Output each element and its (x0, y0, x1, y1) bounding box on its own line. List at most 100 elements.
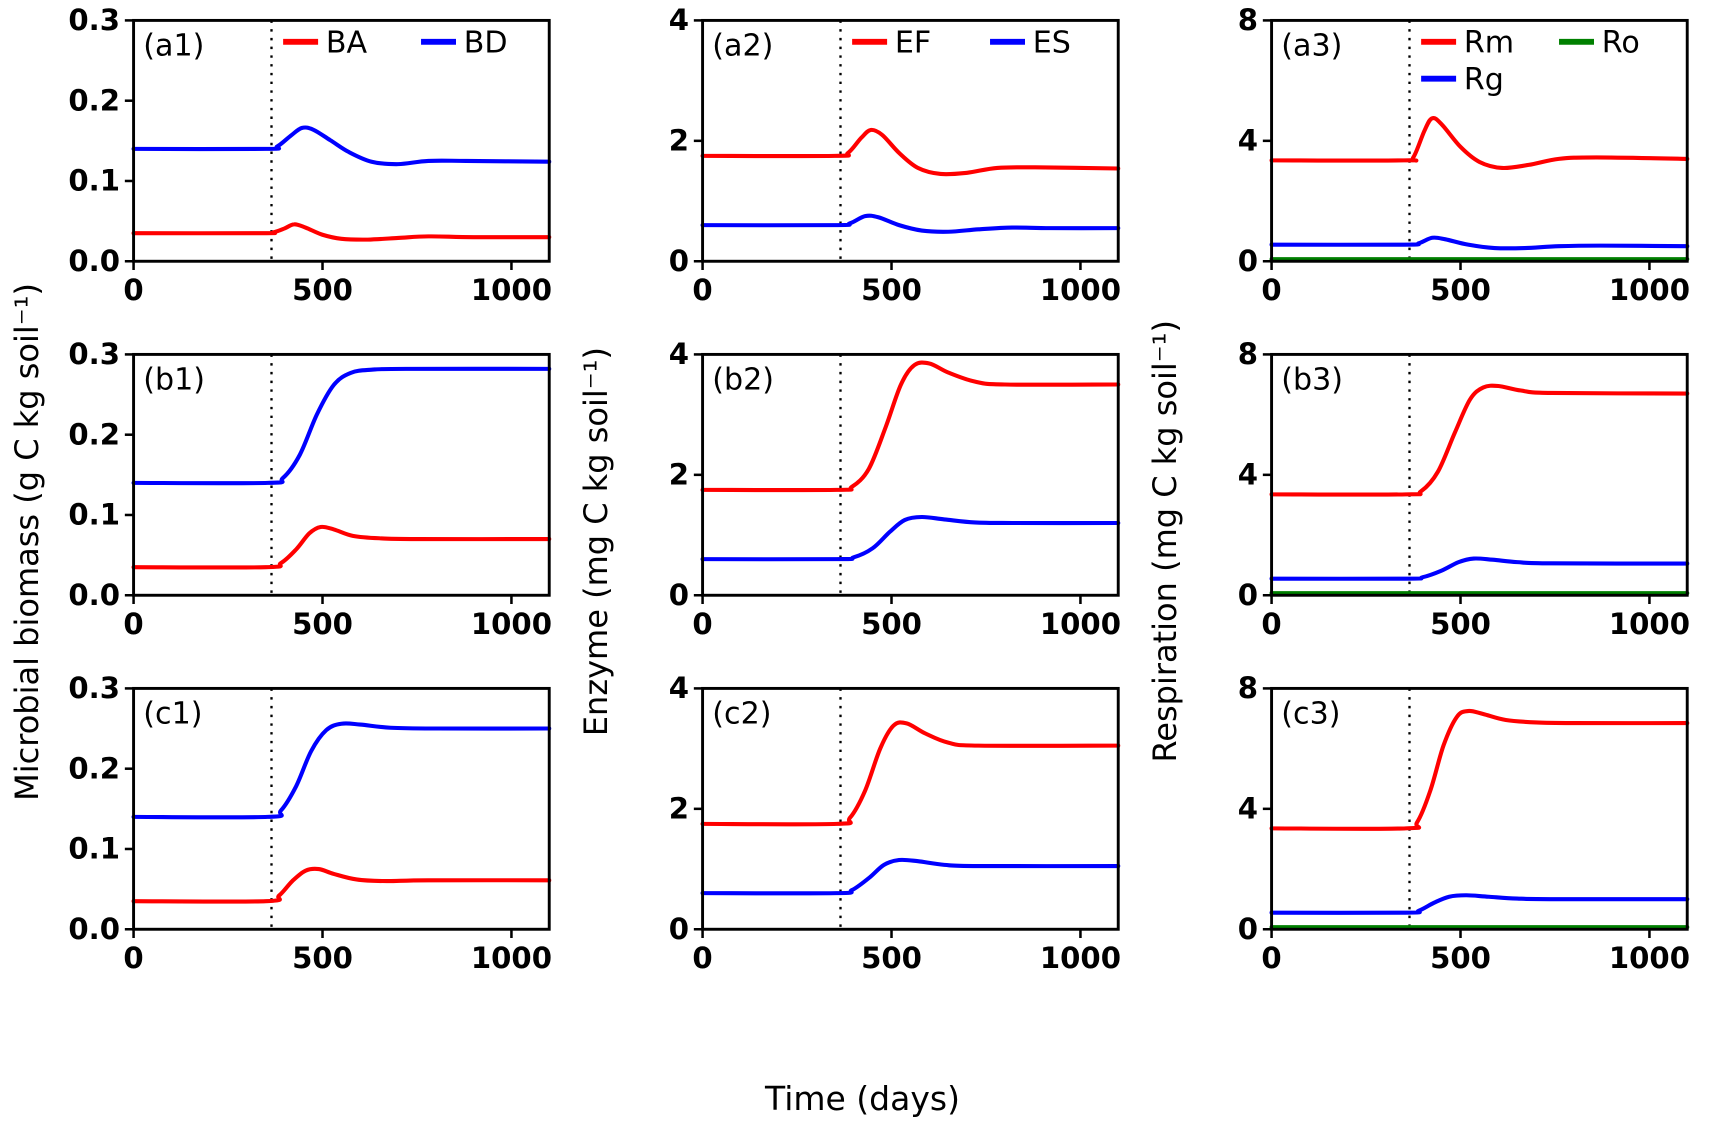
panel-a2: 0 500 1000 0 2 4 (a2) EF ES (669, 8, 1121, 307)
panels-enzyme: 0 500 1000 0 2 4 (a2) EF ES 0 500 1000 0 2 4 (b2) 0 500… (621, 8, 1126, 1075)
y-tick-label: 0 (1238, 244, 1258, 278)
y-tick-label: 0 (669, 578, 689, 612)
panel-a3: 0 500 1000 0 4 8 (a3) Rm Ro Rg (1238, 8, 1690, 307)
ylabel-biomass-wrap: Microbial biomass (g C kg soil⁻¹) (2, 8, 52, 1075)
x-tick-label: 500 (861, 941, 922, 975)
x-tick-label: 0 (1261, 941, 1281, 975)
panel-c3: 0 500 1000 0 4 8 (c3) (1238, 676, 1690, 975)
series-EF (700, 360, 1121, 493)
x-tick-label: 1000 (1609, 607, 1690, 641)
x-tick-label: 1000 (471, 607, 552, 641)
legend-label-Ro: Ro (1602, 25, 1640, 60)
y-tick-label: 0.0 (68, 578, 120, 612)
y-tick-label: 2 (669, 458, 689, 492)
legend-label-BD: BD (464, 25, 508, 60)
y-tick-label: 0.1 (68, 498, 120, 532)
legend-label-BA: BA (326, 25, 368, 60)
x-tick-label: 500 (292, 607, 353, 641)
plot-frame (132, 18, 551, 263)
y-tick-label: 8 (1238, 342, 1258, 371)
panel-label: (a1) (143, 28, 204, 63)
ylabel-biomass: Microbial biomass (g C kg soil⁻¹) (8, 282, 46, 801)
ylabel-respiration-wrap: Respiration (mg C kg soil⁻¹) (1140, 8, 1190, 1075)
y-tick-label: 0.0 (68, 912, 120, 946)
column-biomass: Microbial biomass (g C kg soil⁻¹) 0 500 10… (2, 8, 557, 1075)
panel-label: (b1) (143, 362, 205, 397)
series-BA (131, 222, 552, 242)
x-tick-label: 500 (861, 607, 922, 641)
y-tick-label: 0 (669, 244, 689, 278)
panel-b3: 0 500 1000 0 4 8 (b3) (1238, 342, 1690, 641)
series-Rm (1269, 708, 1690, 831)
ylabel-enzyme: Enzyme (mg C kg soil⁻¹) (577, 346, 615, 737)
y-tick-label: 8 (1238, 676, 1258, 705)
series-BD (131, 125, 552, 167)
legend-label-Rg: Rg (1464, 62, 1504, 97)
x-tick-label: 1000 (1040, 607, 1121, 641)
legend-label-ES: ES (1033, 25, 1071, 60)
series-BD (131, 366, 552, 486)
xlabel-time: Time (days) (765, 1079, 960, 1118)
y-tick-label: 0 (1238, 578, 1258, 612)
y-tick-label: 0.3 (68, 342, 120, 371)
series-BD (131, 721, 552, 820)
y-tick-label: 0.3 (68, 676, 120, 705)
series-ES (700, 213, 1121, 234)
y-tick-label: 4 (1238, 792, 1258, 826)
x-tick-label: 500 (292, 273, 353, 307)
panel-grid: Microbial biomass (g C kg soil⁻¹) 0 500 10… (2, 8, 1723, 1075)
legend-label-EF: EF (895, 25, 931, 60)
y-tick-label: 4 (669, 8, 689, 37)
column-respiration: Respiration (mg C kg soil⁻¹) 0 500 1000 0 4 8… (1140, 8, 1695, 1075)
y-tick-label: 0.1 (68, 164, 120, 198)
plot-frame (132, 352, 551, 597)
ylabel-enzyme-wrap: Enzyme (mg C kg soil⁻¹) (571, 8, 621, 1075)
y-tick-label: 0.3 (68, 8, 120, 37)
x-tick-label: 0 (123, 273, 143, 307)
series-EF (700, 127, 1121, 177)
x-tick-label: 0 (123, 941, 143, 975)
series-Rm (1269, 116, 1690, 171)
y-tick-label: 0 (1238, 912, 1258, 946)
y-tick-label: 8 (1238, 8, 1258, 37)
series-BA (131, 524, 552, 570)
panel-label: (c1) (143, 696, 202, 731)
x-tick-label: 0 (692, 273, 712, 307)
y-tick-label: 4 (669, 342, 689, 371)
panel-label: (b2) (712, 362, 774, 397)
y-tick-label: 2 (669, 124, 689, 158)
x-tick-label: 500 (1430, 607, 1491, 641)
legend-label-Rm: Rm (1464, 25, 1514, 60)
panel-label: (a2) (712, 28, 773, 63)
x-tick-label: 1000 (471, 941, 552, 975)
series-ES (700, 514, 1121, 562)
panel-label: (a3) (1281, 28, 1342, 63)
x-tick-label: 1000 (1609, 273, 1690, 307)
x-tick-label: 1000 (471, 273, 552, 307)
panel-b1: 0 500 1000 0.0 0.1 0.2 0.3 (b1) (68, 342, 552, 641)
y-tick-label: 4 (1238, 124, 1258, 158)
x-tick-label: 500 (1430, 941, 1491, 975)
panel-c1: 0 500 1000 0.0 0.1 0.2 0.3 (c1) (68, 676, 552, 975)
x-tick-label: 1000 (1040, 941, 1121, 975)
y-tick-label: 0.0 (68, 244, 120, 278)
series-ES (700, 857, 1121, 896)
y-tick-label: 2 (669, 792, 689, 826)
x-tick-label: 500 (1430, 273, 1491, 307)
panel-b2: 0 500 1000 0 2 4 (b2) (669, 342, 1121, 641)
panels-respiration: 0 500 1000 0 4 8 (a3) Rm Ro Rg 0 500 1000 0 4 8 (b3) 0 5… (1190, 8, 1695, 1075)
x-tick-label: 1000 (1040, 273, 1121, 307)
y-tick-label: 4 (669, 676, 689, 705)
series-EF (700, 720, 1121, 827)
y-tick-label: 0.1 (68, 832, 120, 866)
x-tick-label: 0 (123, 607, 143, 641)
y-tick-label: 0.2 (68, 417, 120, 451)
y-tick-label: 4 (1238, 458, 1258, 492)
panel-label: (c2) (712, 696, 771, 731)
x-tick-label: 0 (1261, 273, 1281, 307)
panel-label: (c3) (1281, 696, 1340, 731)
series-BA (131, 866, 552, 904)
x-tick-label: 0 (692, 607, 712, 641)
panel-label: (b3) (1281, 362, 1343, 397)
